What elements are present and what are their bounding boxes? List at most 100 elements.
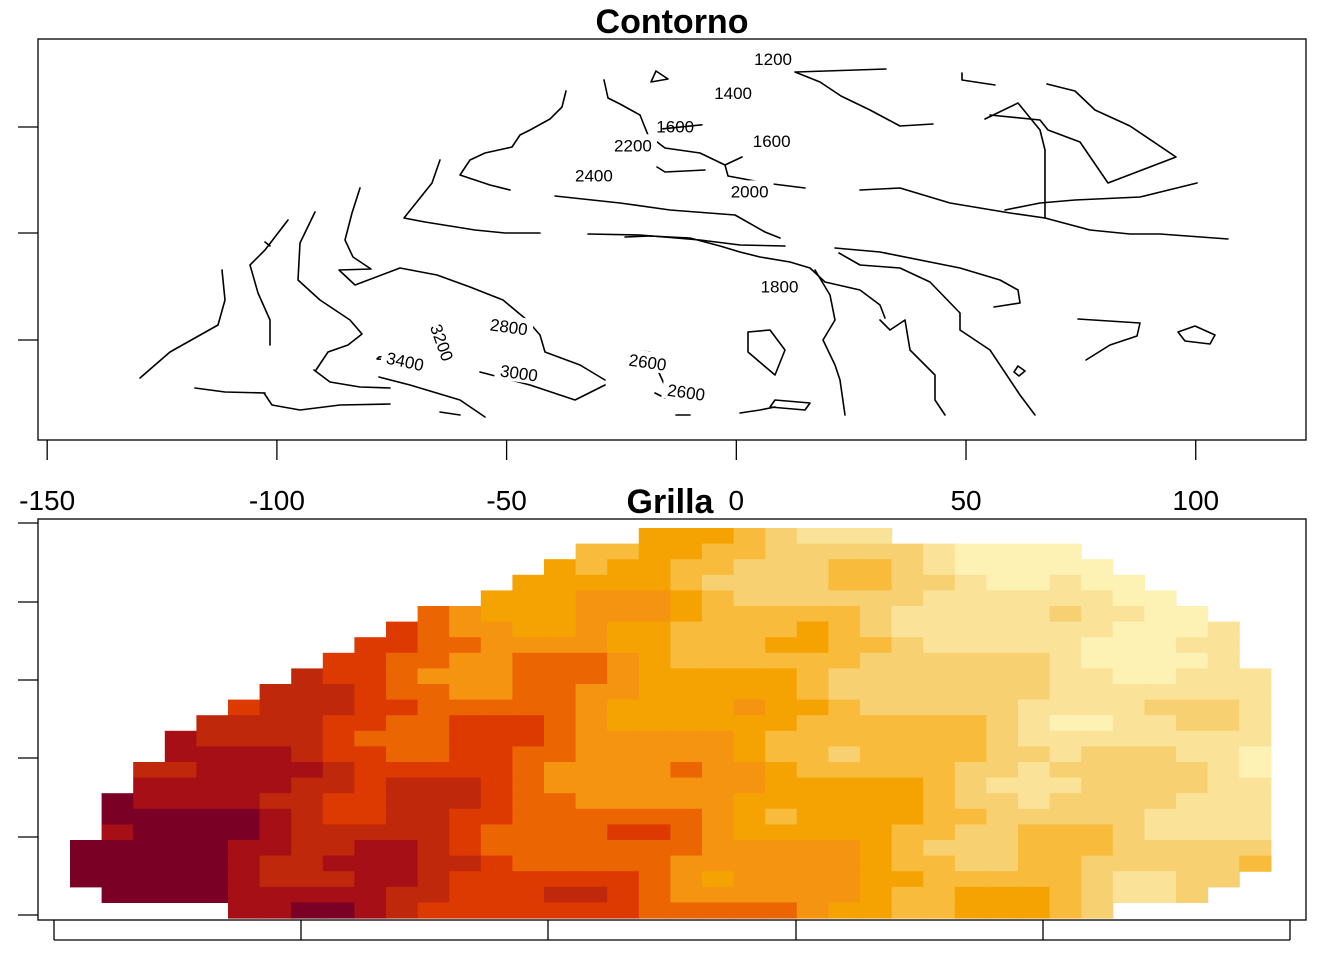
heatmap-cell: [607, 652, 640, 669]
heatmap-cell: [986, 574, 1019, 591]
heatmap-cell: [1018, 684, 1051, 701]
heatmap-cell: [1176, 762, 1209, 779]
heatmap-cell: [986, 746, 1019, 763]
heatmap-cell: [828, 715, 861, 732]
heatmap-cell: [544, 746, 577, 763]
heatmap-cell: [512, 637, 545, 654]
heatmap-cell: [1081, 840, 1114, 857]
heatmap-cell: [828, 746, 861, 763]
contour-line: [554, 195, 781, 239]
heatmap-cell: [1018, 762, 1051, 779]
heatmap-cell: [607, 606, 640, 623]
heatmap-cell: [1112, 621, 1145, 638]
heatmap-cell: [670, 590, 703, 607]
heatmap-cell: [1112, 652, 1145, 669]
contour-frame: [37, 38, 1307, 441]
heatmap-cell: [1049, 793, 1082, 810]
heatmap-cell: [670, 652, 703, 669]
heatmap-cell: [670, 621, 703, 638]
heatmap-cell: [512, 699, 545, 716]
heatmap-cell: [228, 699, 261, 716]
heatmap-cell: [860, 668, 893, 685]
heatmap-cell: [480, 699, 513, 716]
contour-line: [194, 387, 266, 394]
heatmap-cell: [575, 902, 608, 919]
heatmap-cell: [670, 715, 703, 732]
heatmap-cell: [133, 777, 166, 794]
heatmap-cell: [544, 652, 577, 669]
heatmap-cell: [322, 715, 355, 732]
heatmap-cell: [1207, 793, 1240, 810]
x-tick-label: -100: [249, 485, 305, 516]
heatmap-cell: [70, 840, 103, 857]
heatmap-cell: [607, 902, 640, 919]
heatmap-cell: [1112, 730, 1145, 747]
heatmap-cell: [575, 777, 608, 794]
heatmap-cell: [607, 574, 640, 591]
heatmap-cell: [386, 621, 419, 638]
heatmap-cell: [1049, 808, 1082, 825]
heatmap-cell: [923, 777, 956, 794]
heatmap-cell: [1176, 637, 1209, 654]
heatmap-cell: [765, 871, 798, 888]
heatmap-cell: [1207, 668, 1240, 685]
heatmap-cell: [954, 606, 987, 623]
heatmap-cell: [860, 902, 893, 919]
heatmap-cell: [544, 902, 577, 919]
heatmap-cell: [954, 715, 987, 732]
heatmap-cell: [1112, 637, 1145, 654]
heatmap-cell: [291, 746, 324, 763]
heatmap-cell: [1239, 746, 1272, 763]
heatmap-cell: [828, 528, 861, 545]
contour-label-bg: [709, 82, 758, 103]
heatmap-cell: [828, 793, 861, 810]
heatmap-cell: [544, 606, 577, 623]
heatmap-cell: [1239, 762, 1272, 779]
heatmap-cell: [544, 793, 577, 810]
heatmap-cell: [228, 871, 261, 888]
heatmap-cell: [733, 762, 766, 779]
contour-line: [879, 319, 946, 416]
heatmap-cell: [954, 574, 987, 591]
heatmap-cell: [386, 793, 419, 810]
heatmap-cell: [164, 886, 197, 903]
heatmap-cell: [954, 543, 987, 560]
heatmap-cell: [291, 730, 324, 747]
heatmap-cell: [1049, 840, 1082, 857]
heatmap-cell: [702, 606, 735, 623]
heatmap-cell: [1207, 840, 1240, 857]
heatmap-cell: [607, 824, 640, 841]
heatmap-cell: [923, 606, 956, 623]
contour-label-bg: [725, 180, 774, 201]
heatmap-cell: [1081, 715, 1114, 732]
heatmap-cell: [133, 886, 166, 903]
heatmap-cell: [196, 808, 229, 825]
heatmap-cell: [733, 855, 766, 872]
heatmap-cell: [480, 762, 513, 779]
contour-label-bg: [493, 358, 545, 386]
heatmap-cell: [101, 840, 134, 857]
heatmap-cell: [1112, 824, 1145, 841]
heatmap-cell: [259, 715, 292, 732]
heatmap-cell: [1239, 855, 1272, 872]
heatmap-cell: [1112, 590, 1145, 607]
heatmap-cell: [354, 824, 387, 841]
heatmap-cell: [796, 855, 829, 872]
heatmap-cell: [449, 715, 482, 732]
heatmap-cell: [765, 528, 798, 545]
heatmap-cell: [512, 746, 545, 763]
heatmap-cell: [133, 808, 166, 825]
heatmap-cell: [1018, 637, 1051, 654]
heatmap-cell: [891, 684, 924, 701]
heatmap-cell: [891, 730, 924, 747]
heatmap-cell: [733, 528, 766, 545]
heatmap-cell: [322, 762, 355, 779]
heatmap-cell: [1049, 855, 1082, 872]
heatmap-cell: [670, 902, 703, 919]
heatmap-cell: [575, 793, 608, 810]
heatmap-cell: [670, 777, 703, 794]
contour-line: [859, 187, 1229, 240]
heatmap-cell: [765, 808, 798, 825]
heatmap-cell: [796, 715, 829, 732]
heatmap-cell: [512, 668, 545, 685]
